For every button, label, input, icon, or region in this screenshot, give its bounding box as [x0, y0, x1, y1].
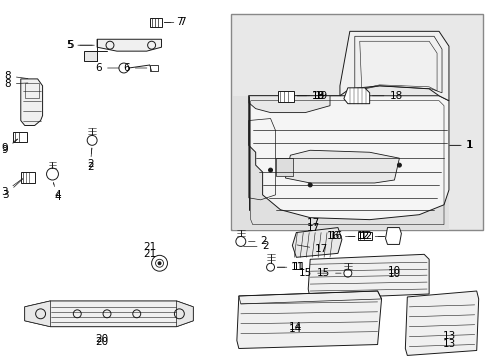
- Polygon shape: [385, 228, 401, 244]
- Bar: [13, 132, 27, 142]
- Polygon shape: [248, 96, 329, 113]
- Text: 16: 16: [329, 231, 354, 242]
- Circle shape: [158, 262, 161, 265]
- Circle shape: [151, 255, 167, 271]
- Polygon shape: [25, 301, 50, 327]
- Polygon shape: [339, 31, 448, 101]
- Polygon shape: [285, 150, 399, 183]
- Text: 12: 12: [359, 231, 384, 242]
- Circle shape: [268, 168, 272, 172]
- Bar: [278, 91, 294, 102]
- Polygon shape: [20, 79, 42, 126]
- Text: 21: 21: [142, 249, 156, 259]
- Circle shape: [343, 269, 351, 277]
- Text: 16: 16: [326, 231, 354, 242]
- Text: 1: 1: [449, 140, 472, 150]
- Polygon shape: [176, 301, 193, 327]
- Polygon shape: [232, 96, 448, 230]
- Polygon shape: [405, 291, 478, 355]
- Text: 2: 2: [243, 242, 269, 251]
- Text: 14: 14: [288, 322, 301, 332]
- Bar: [149, 18, 161, 27]
- Bar: [230, 14, 482, 230]
- Text: 9: 9: [1, 139, 18, 153]
- Polygon shape: [248, 96, 448, 220]
- Text: 8: 8: [4, 71, 28, 81]
- Text: 11: 11: [277, 262, 305, 272]
- Polygon shape: [307, 254, 428, 299]
- Text: 21: 21: [142, 242, 156, 252]
- Circle shape: [46, 168, 59, 180]
- Text: 20: 20: [95, 334, 108, 343]
- Text: 2: 2: [248, 237, 267, 247]
- Text: 19: 19: [297, 91, 328, 101]
- Polygon shape: [97, 39, 161, 51]
- Bar: [25, 83, 39, 98]
- Text: 19: 19: [297, 91, 325, 101]
- Circle shape: [307, 183, 311, 187]
- Text: 3: 3: [1, 179, 22, 197]
- Circle shape: [235, 237, 245, 246]
- Bar: [275, 158, 293, 176]
- Text: 10: 10: [387, 266, 400, 276]
- Text: 11: 11: [277, 262, 303, 272]
- Bar: [20, 172, 35, 183]
- Text: 2: 2: [87, 148, 93, 172]
- Text: 7: 7: [164, 17, 185, 27]
- Text: 20: 20: [95, 337, 108, 347]
- Text: 14: 14: [288, 324, 301, 334]
- Text: 8: 8: [4, 79, 28, 89]
- Text: 5: 5: [65, 40, 92, 50]
- Text: 7: 7: [164, 17, 183, 27]
- Text: 12: 12: [356, 231, 384, 242]
- Text: 1: 1: [449, 140, 471, 150]
- Text: 3: 3: [2, 179, 22, 200]
- Text: 17: 17: [297, 244, 328, 255]
- Text: 4: 4: [53, 183, 61, 200]
- Text: 15: 15: [298, 268, 326, 278]
- Text: 9: 9: [1, 139, 18, 155]
- Polygon shape: [84, 51, 97, 61]
- Polygon shape: [236, 291, 381, 348]
- Circle shape: [119, 63, 128, 73]
- Text: 5: 5: [67, 40, 94, 50]
- Text: 17: 17: [306, 217, 319, 228]
- Text: 15: 15: [316, 268, 341, 278]
- Text: 17: 17: [306, 222, 319, 233]
- Text: 18: 18: [372, 91, 402, 101]
- Text: 18: 18: [311, 91, 341, 101]
- Bar: [357, 231, 371, 240]
- Polygon shape: [25, 301, 193, 327]
- Text: 10: 10: [387, 269, 400, 279]
- Circle shape: [397, 163, 401, 167]
- Circle shape: [266, 263, 274, 271]
- Text: 13: 13: [442, 338, 455, 348]
- Text: 6: 6: [95, 63, 119, 73]
- Circle shape: [87, 135, 97, 145]
- Text: 6: 6: [123, 63, 146, 73]
- Bar: [149, 65, 157, 71]
- Text: 13: 13: [442, 330, 455, 341]
- Text: 4: 4: [53, 183, 61, 202]
- Polygon shape: [343, 88, 369, 104]
- Polygon shape: [292, 228, 341, 257]
- Text: 2: 2: [87, 148, 93, 169]
